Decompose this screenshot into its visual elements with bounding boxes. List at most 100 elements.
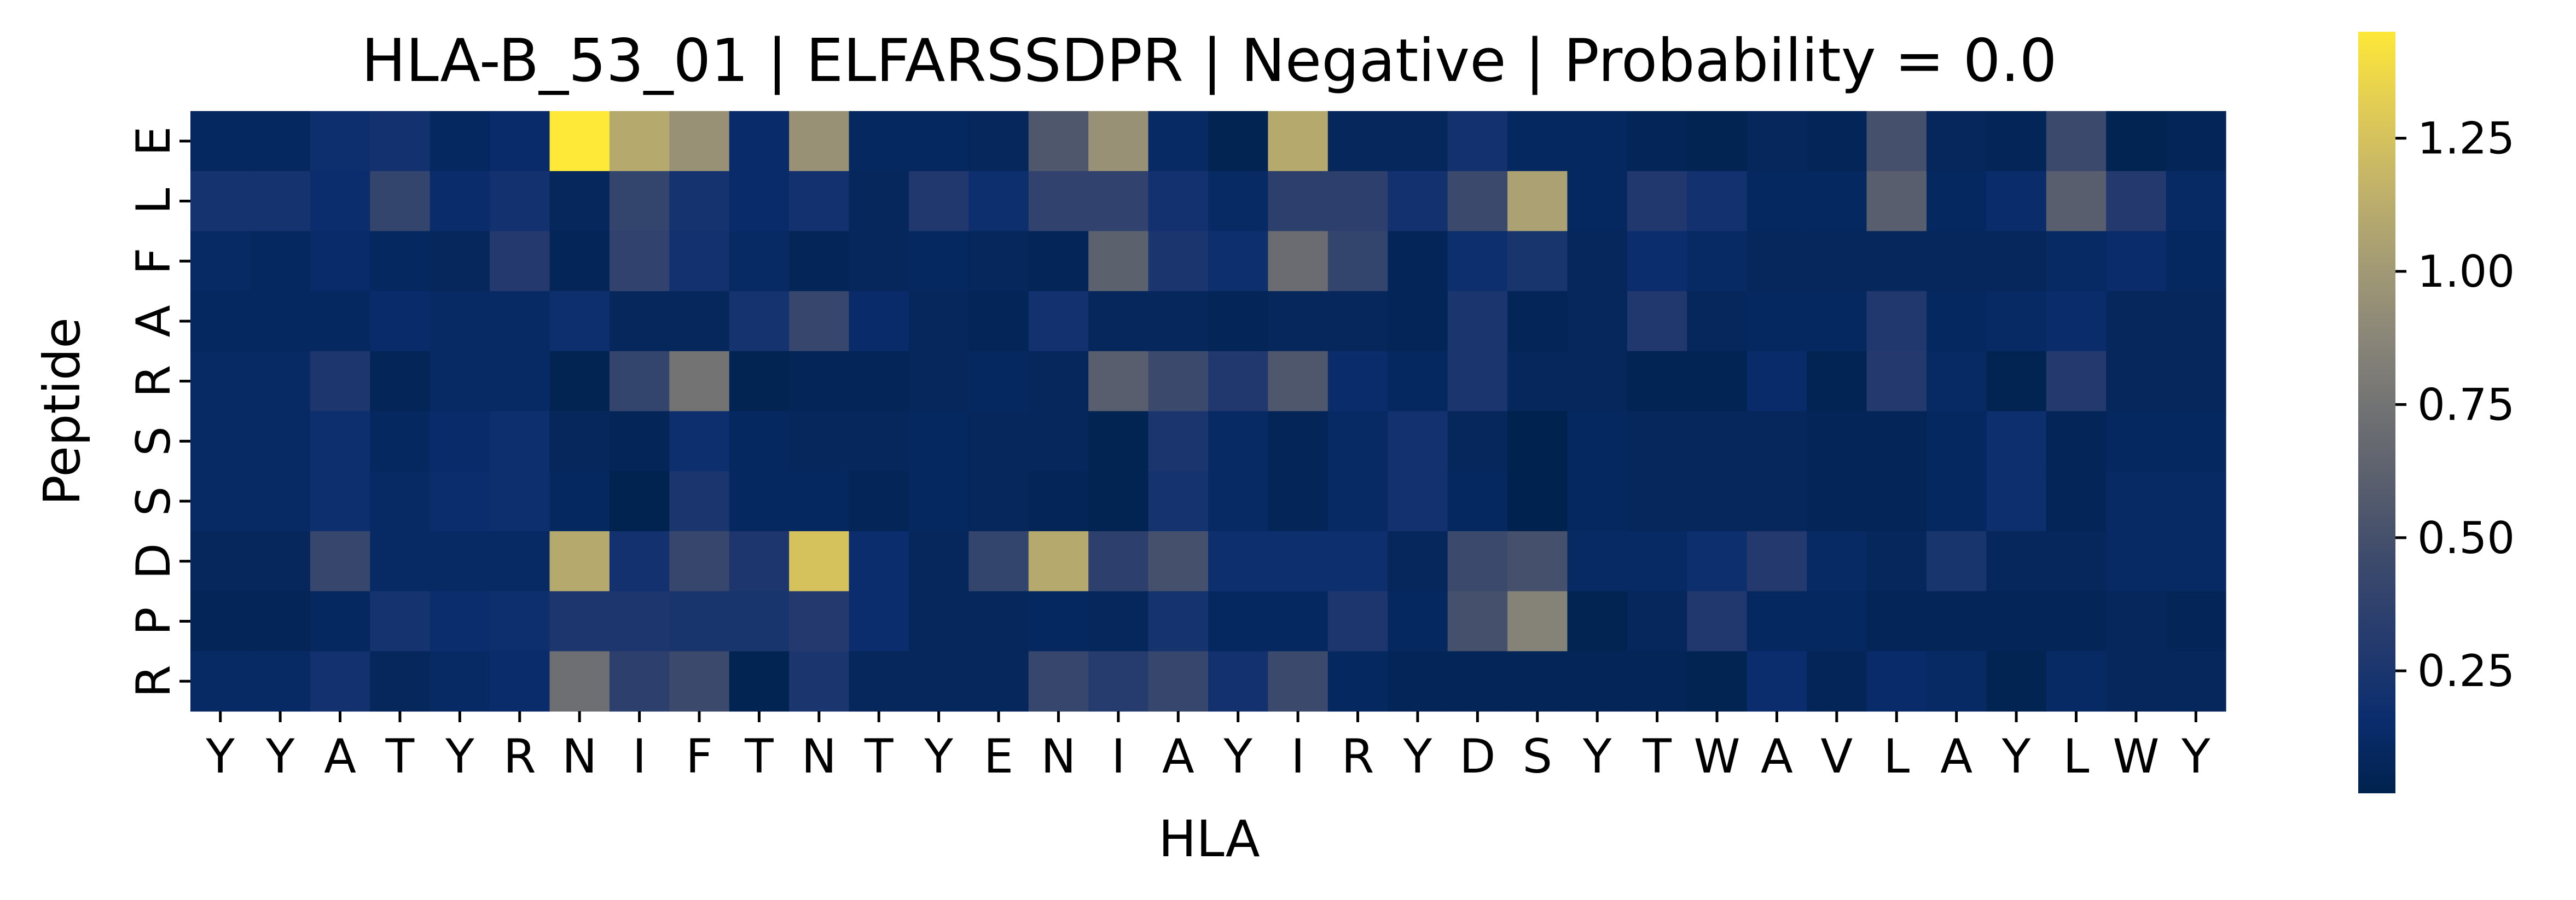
heatmap-cell xyxy=(2106,471,2167,532)
heatmap-cell xyxy=(1687,591,1748,652)
x-tick-label: Y xyxy=(205,729,235,784)
x-tick-label: I xyxy=(1111,729,1125,784)
heatmap-cell xyxy=(1208,651,1269,712)
heatmap-cell xyxy=(1567,171,1628,231)
heatmap-cell xyxy=(1447,411,1508,472)
heatmap-cell xyxy=(1866,591,1927,652)
heatmap-cell xyxy=(1208,231,1269,292)
heatmap-cell xyxy=(190,651,251,712)
heatmap-cell xyxy=(1567,351,1628,412)
heatmap-cell xyxy=(1926,531,1987,592)
heatmap-cell xyxy=(430,411,490,472)
heatmap-cell xyxy=(250,111,311,172)
heatmap-cell xyxy=(1627,171,1687,231)
heatmap-cell xyxy=(549,471,610,532)
heatmap-cell xyxy=(729,531,790,592)
y-tick-label: D xyxy=(126,543,181,579)
heatmap-cell xyxy=(2046,411,2107,472)
heatmap-cell xyxy=(2106,291,2167,352)
heatmap-cell xyxy=(1268,651,1328,712)
heatmap-cell xyxy=(490,531,550,592)
heatmap-cell xyxy=(1148,471,1209,532)
heatmap-cell xyxy=(1567,291,1628,352)
heatmap-cell xyxy=(1866,291,1927,352)
heatmap-cell xyxy=(1088,231,1149,292)
heatmap-cell xyxy=(2046,651,2107,712)
heatmap-cell xyxy=(1268,411,1328,472)
heatmap-cell xyxy=(1388,171,1448,231)
heatmap-cell xyxy=(1627,231,1687,292)
heatmap-cell xyxy=(1327,471,1388,532)
heatmap-cell xyxy=(370,231,431,292)
heatmap-cell xyxy=(1028,651,1089,712)
heatmap-cell xyxy=(669,531,730,592)
heatmap-cell xyxy=(430,591,490,652)
heatmap-cell xyxy=(968,591,1029,652)
heatmap-cell xyxy=(1088,171,1149,231)
heatmap-cell xyxy=(1327,231,1388,292)
heatmap-cell xyxy=(250,531,311,592)
heatmap-cell xyxy=(789,111,850,172)
x-tick-label: Y xyxy=(2001,729,2031,784)
heatmap-cell xyxy=(430,531,490,592)
heatmap-cell xyxy=(1627,291,1687,352)
heatmap-cell xyxy=(2106,111,2167,172)
heatmap-cell xyxy=(849,651,909,712)
heatmap-cell xyxy=(908,111,969,172)
heatmap-cell xyxy=(849,351,909,412)
heatmap-cell xyxy=(908,471,969,532)
heatmap-cell xyxy=(1986,111,2047,172)
colorbar xyxy=(2358,32,2395,793)
heatmap-cell xyxy=(1388,471,1448,532)
heatmap-cell xyxy=(609,591,670,652)
heatmap-cell xyxy=(2166,411,2226,472)
heatmap-cell xyxy=(1687,351,1748,412)
x-tick-label: W xyxy=(2113,729,2159,784)
heatmap-cell xyxy=(2166,351,2226,412)
x-tick-label: Y xyxy=(265,729,295,784)
heatmap-cell xyxy=(1866,411,1927,472)
x-tick-label: R xyxy=(503,729,536,784)
heatmap-cell xyxy=(1208,471,1269,532)
heatmap-cell xyxy=(1567,231,1628,292)
heatmap-cell xyxy=(490,471,550,532)
heatmap-cell xyxy=(1926,591,1987,652)
heatmap-cell xyxy=(430,291,490,352)
x-axis-label: HLA xyxy=(1158,810,1260,868)
heatmap-cell xyxy=(1447,591,1508,652)
heatmap-cell xyxy=(490,351,550,412)
heatmap-cell xyxy=(1208,591,1269,652)
heatmap-cell xyxy=(1028,411,1089,472)
chart-title: HLA-B_53_01 | ELFARSSDPR | Negative | Pr… xyxy=(361,27,2057,95)
heatmap-cell xyxy=(2106,171,2167,231)
heatmap-cell xyxy=(1807,411,1867,472)
heatmap-cell xyxy=(430,231,490,292)
heatmap-cell xyxy=(2106,231,2167,292)
heatmap-cell xyxy=(1208,411,1269,472)
heatmap-cell xyxy=(190,591,251,652)
heatmap-cell xyxy=(1268,111,1328,172)
heatmap-cell xyxy=(2106,651,2167,712)
heatmap-cell xyxy=(789,591,850,652)
heatmap-cell xyxy=(1028,291,1089,352)
heatmap-cell xyxy=(1507,651,1568,712)
heatmap-cell xyxy=(729,591,790,652)
heatmap-cell xyxy=(370,291,431,352)
heatmap-cell xyxy=(1028,171,1089,231)
heatmap-cell xyxy=(1687,651,1748,712)
heatmap-cell xyxy=(549,291,610,352)
x-tick-label: V xyxy=(1820,729,1853,784)
heatmap-cell xyxy=(1148,591,1209,652)
x-tick-label: N xyxy=(802,729,837,784)
heatmap-cell xyxy=(1507,231,1568,292)
heatmap-cell xyxy=(430,111,490,172)
heatmap-cell xyxy=(1507,411,1568,472)
heatmap-cell xyxy=(968,471,1029,532)
x-tick-label: T xyxy=(744,729,774,784)
colorbar-ticks: 0.25 0.50 0.75 1.00 1.25 xyxy=(2395,113,2515,696)
heatmap-cell xyxy=(1507,471,1568,532)
heatmap-cell xyxy=(1148,291,1209,352)
heatmap-cell xyxy=(1807,531,1867,592)
